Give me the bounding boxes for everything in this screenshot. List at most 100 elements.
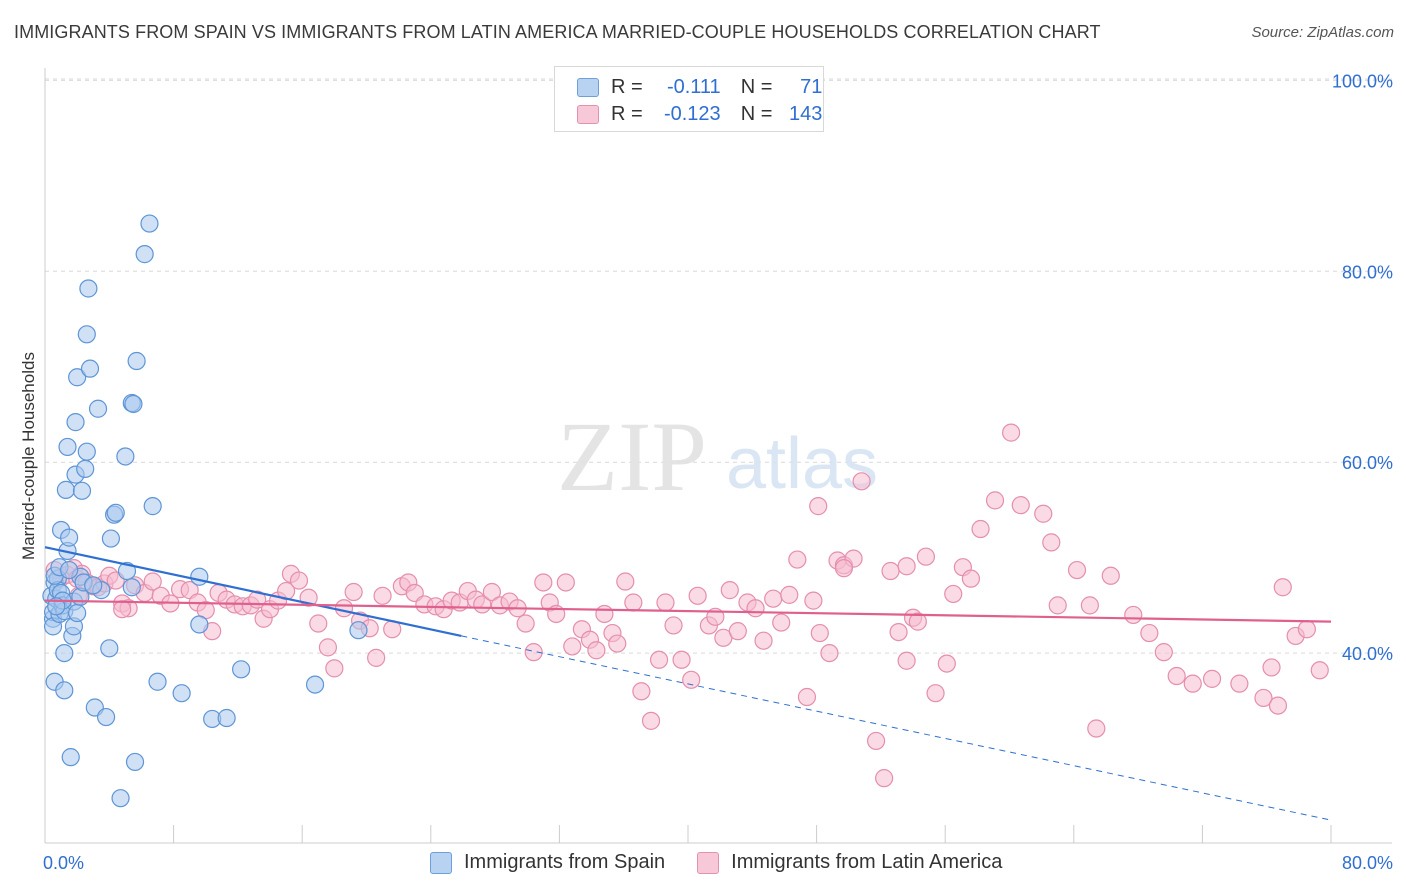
spain-point bbox=[111, 789, 130, 808]
watermark: ZIP atlas bbox=[557, 401, 878, 512]
spain-point bbox=[117, 561, 137, 581]
latin-point bbox=[866, 731, 886, 751]
latin-point bbox=[1067, 560, 1087, 580]
y-axis-label: Married-couple Households bbox=[19, 352, 38, 560]
spain-legend-swatch bbox=[430, 851, 452, 874]
latin-point bbox=[875, 769, 894, 788]
latin-point bbox=[1048, 596, 1067, 615]
latin-point bbox=[834, 559, 854, 578]
axes bbox=[44, 68, 1392, 844]
n-label: N = bbox=[740, 75, 773, 98]
latin-point bbox=[632, 682, 651, 701]
latin-point bbox=[672, 650, 691, 669]
spain-trend-line bbox=[44, 546, 462, 637]
latin-point bbox=[985, 491, 1005, 510]
latin-point bbox=[728, 622, 747, 641]
legend: Immigrants from Spain Immigrants from La… bbox=[430, 851, 1034, 874]
spain-point bbox=[88, 399, 108, 418]
latin-point bbox=[1202, 669, 1222, 688]
latin-point bbox=[334, 599, 354, 618]
spain-point bbox=[143, 497, 162, 516]
latin-point bbox=[1268, 696, 1288, 715]
latin-point bbox=[897, 651, 916, 670]
latin-point bbox=[809, 497, 828, 516]
latin-point bbox=[754, 631, 773, 650]
latin-point bbox=[1124, 605, 1143, 625]
spain-point bbox=[140, 214, 159, 233]
latin-point bbox=[143, 572, 162, 591]
latin-legend-swatch bbox=[697, 851, 720, 874]
latin-trend-line bbox=[44, 599, 1332, 623]
spain-point bbox=[55, 643, 74, 663]
latin-point bbox=[289, 571, 309, 590]
latin-point bbox=[556, 573, 575, 592]
spain-point bbox=[106, 503, 125, 522]
latin-point bbox=[1262, 658, 1281, 677]
spain-point bbox=[61, 748, 80, 767]
spain-point bbox=[47, 597, 66, 616]
latin-america-points bbox=[45, 423, 1329, 788]
spain-point bbox=[68, 603, 87, 623]
latin-point bbox=[897, 557, 916, 576]
latin-point bbox=[926, 684, 945, 703]
spain-point bbox=[101, 529, 121, 548]
legend-item-spain[interactable]: Immigrants from Spain bbox=[430, 851, 665, 874]
r-label: R = bbox=[611, 75, 643, 98]
spain-point bbox=[56, 480, 75, 499]
latin-n-value: 143 bbox=[789, 102, 823, 125]
latin-point bbox=[688, 586, 707, 605]
y-tick-label: 40.0% bbox=[1342, 644, 1393, 664]
latin-point bbox=[788, 550, 807, 569]
spain-point bbox=[60, 528, 79, 547]
latin-point bbox=[1087, 719, 1106, 738]
latin-point bbox=[563, 637, 582, 656]
latin-point bbox=[1101, 566, 1120, 585]
spain-point bbox=[217, 708, 236, 728]
latin-point bbox=[516, 614, 535, 633]
correlation-stats-box: R = -0.111 N = 71 R = -0.123 N = 143 bbox=[554, 66, 824, 132]
legend-label-spain: Immigrants from Spain bbox=[464, 851, 666, 873]
latin-point bbox=[916, 547, 936, 566]
latin-point bbox=[482, 582, 501, 602]
latin-point bbox=[1297, 620, 1316, 639]
latin-point bbox=[820, 643, 839, 663]
spain-point bbox=[148, 672, 167, 691]
spain-trend-line bbox=[461, 635, 1332, 821]
latin-point bbox=[616, 572, 635, 591]
latin-point bbox=[971, 519, 990, 539]
latin-point bbox=[1167, 666, 1186, 686]
latin-point bbox=[797, 687, 817, 707]
latin-point bbox=[373, 586, 392, 605]
chart-title: IMMIGRANTS FROM SPAIN VS IMMIGRANTS FROM… bbox=[14, 22, 1101, 42]
n-label: N = bbox=[740, 102, 773, 125]
latin-point bbox=[852, 472, 871, 491]
latin-point bbox=[1002, 423, 1021, 442]
latin-point bbox=[1273, 578, 1292, 597]
legend-label-latin: Immigrants from Latin America bbox=[731, 851, 1003, 873]
stats-row-spain: R = -0.111 N = 71 bbox=[577, 74, 822, 100]
latin-point bbox=[908, 612, 927, 631]
spain-n-value: 71 bbox=[800, 75, 823, 98]
spain-point bbox=[125, 752, 145, 772]
legend-item-latin[interactable]: Immigrants from Latin America bbox=[697, 851, 1002, 874]
latin-point bbox=[664, 616, 683, 635]
latin-point bbox=[1042, 533, 1061, 552]
latin-r-value: -0.123 bbox=[663, 102, 721, 125]
latin-point bbox=[624, 593, 643, 612]
y-tick-label: 60.0% bbox=[1342, 453, 1393, 473]
latin-point bbox=[595, 604, 614, 624]
latin-point bbox=[881, 561, 900, 581]
latin-point bbox=[587, 641, 606, 660]
latin-point bbox=[309, 614, 328, 633]
latin-point bbox=[1254, 688, 1273, 708]
spain-point bbox=[80, 359, 100, 378]
x-tick-label-start: 0.0% bbox=[43, 853, 84, 873]
spain-point bbox=[77, 442, 96, 461]
r-label: R = bbox=[611, 102, 643, 125]
latin-point bbox=[1080, 596, 1099, 615]
spain-point bbox=[55, 681, 74, 700]
latin-point bbox=[944, 584, 963, 604]
latin-point bbox=[810, 623, 829, 643]
spain-point bbox=[68, 368, 87, 387]
y-tick-label: 80.0% bbox=[1342, 262, 1393, 282]
